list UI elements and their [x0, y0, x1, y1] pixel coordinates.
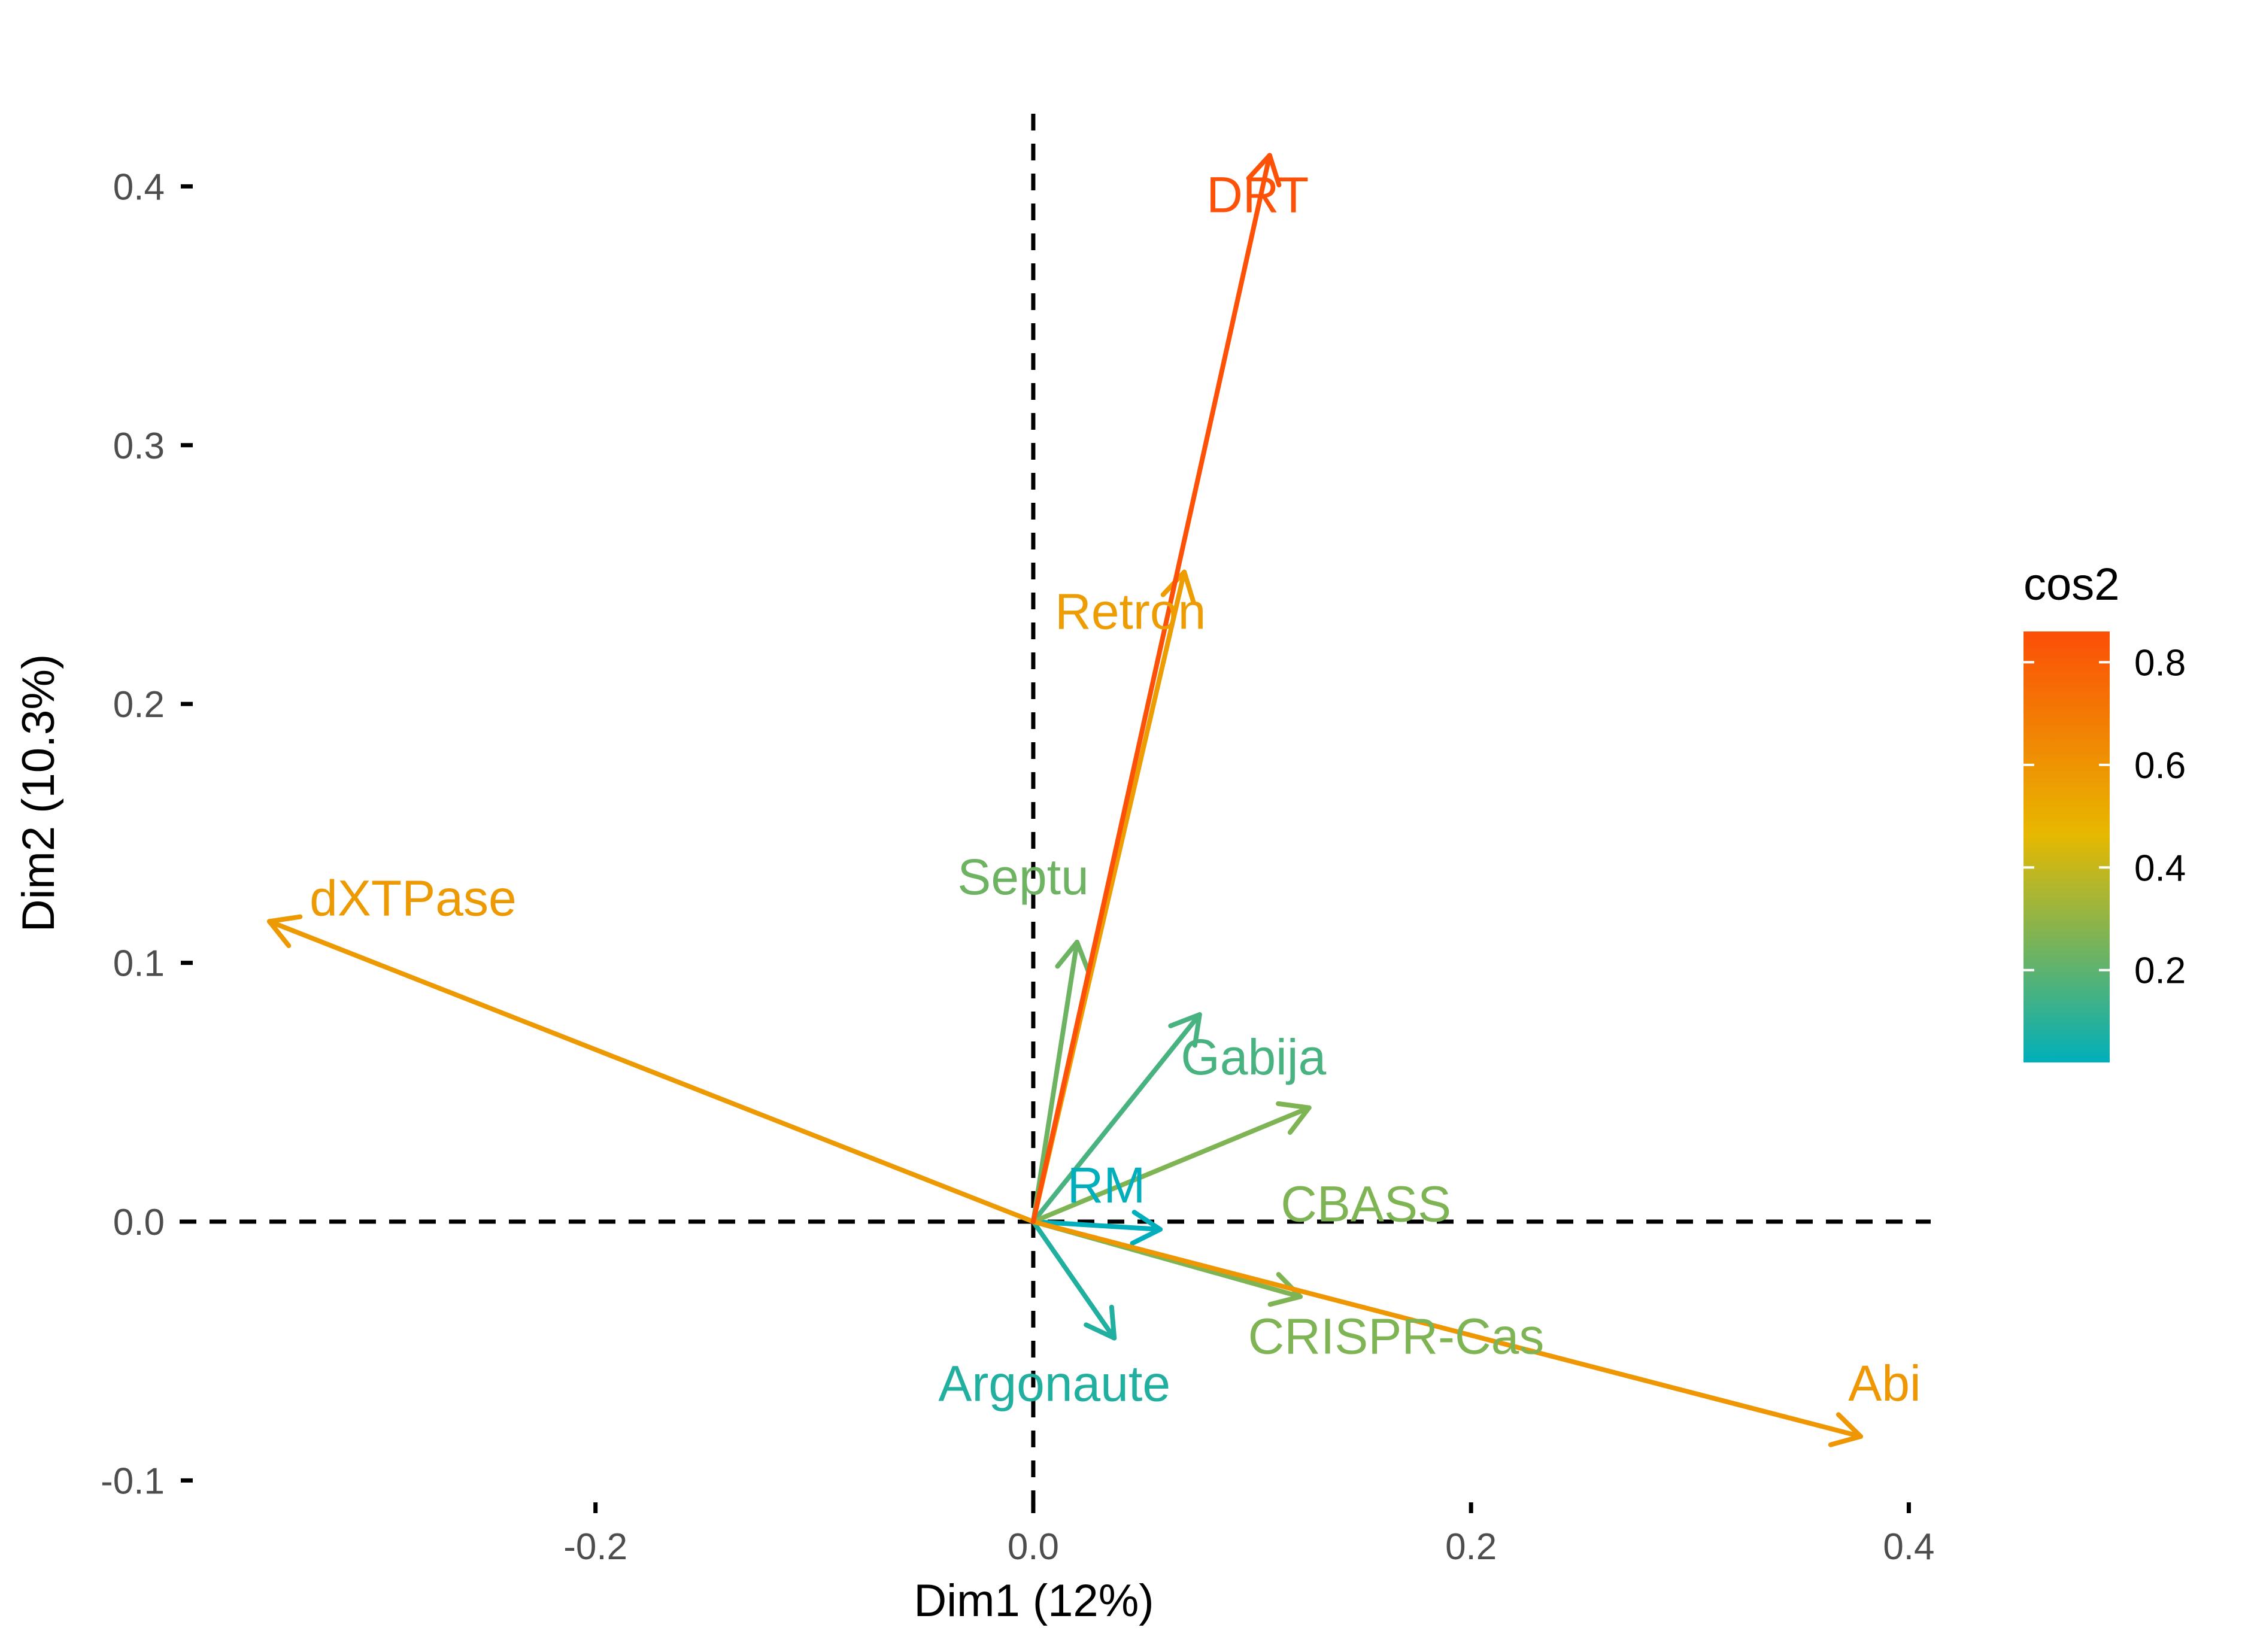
arrow-rm — [1030, 1210, 1163, 1246]
legend-tick-label: 0.8 — [2134, 642, 2186, 684]
arrow-head-dxtpase — [266, 914, 303, 949]
arrow-shaft-septu — [1030, 939, 1080, 1224]
arrow-shaft-rm — [1030, 1219, 1163, 1232]
label-crispr-cas: CRISPR-Cas — [1248, 1308, 1545, 1364]
arrow-head-argonaute — [1084, 1304, 1117, 1341]
label-rm: RM — [1067, 1157, 1146, 1213]
label-argonaute: Argonaute — [938, 1356, 1170, 1412]
variable-labels: RM Argonaute Gabija Septu CBASS CRISPR-Cas Ret… — [310, 166, 1921, 1411]
legend-tick-label: 0.6 — [2134, 745, 2186, 786]
y-tick-label: 0.2 — [113, 684, 165, 725]
reference-lines — [180, 114, 1931, 1505]
arrow-gabija — [1030, 1012, 1202, 1224]
y-tick-label: -0.1 — [101, 1460, 165, 1502]
arrow-shaft-drt — [1030, 153, 1272, 1224]
label-drt: DRT — [1206, 166, 1309, 223]
arrow-argonaute — [1030, 1219, 1117, 1341]
legend-colorbar — [2023, 631, 2110, 1062]
legend-tick-label: 0.2 — [2134, 950, 2186, 992]
x-axis-title: Dim1 (12%) — [914, 1575, 1154, 1626]
y-axis-title: Dim2 (10.3%) — [13, 654, 64, 933]
variable-arrows — [266, 153, 1863, 1447]
arrow-head-rm — [1130, 1210, 1163, 1246]
arrow-head-cbass — [1276, 1101, 1312, 1135]
color-legend: cos2 0.8 0.6 0.4 0.2 — [2023, 559, 2186, 1062]
label-cbass: CBASS — [1281, 1176, 1451, 1232]
arrow-septu — [1030, 939, 1091, 1224]
y-tick-label: 0.3 — [113, 426, 165, 467]
arrow-head-retron — [1160, 569, 1196, 605]
arrow-shaft-gabija — [1030, 1012, 1202, 1224]
arrow-head-abi — [1828, 1412, 1863, 1447]
label-retron: Retron — [1055, 584, 1206, 640]
legend-title: cos2 — [2023, 559, 2120, 610]
x-axis: -0.2 0.0 0.2 0.4 — [563, 1502, 1935, 1568]
arrow-dxtpase — [266, 914, 1036, 1224]
label-gabija: Gabija — [1181, 1029, 1326, 1085]
arrow-head-crispr-cas — [1267, 1272, 1303, 1307]
arrow-head-gabija — [1168, 1012, 1202, 1048]
arrow-abi — [1030, 1219, 1863, 1447]
arrow-shaft-argonaute — [1030, 1219, 1117, 1341]
label-dxtpase: dXTPase — [310, 870, 517, 926]
arrow-drt — [1030, 153, 1282, 1224]
label-septu: Septu — [957, 849, 1089, 905]
y-tick-label: 0.4 — [113, 166, 165, 208]
arrow-shaft-dxtpase — [266, 919, 1036, 1224]
label-abi: Abi — [1848, 1355, 1921, 1411]
x-tick-label: 0.0 — [1008, 1526, 1059, 1568]
x-tick-label: 0.4 — [1883, 1526, 1934, 1568]
arrow-head-drt — [1246, 153, 1282, 188]
legend-ticks: 0.8 0.6 0.4 0.2 — [2023, 642, 2186, 992]
y-tick-label: 0.1 — [113, 943, 165, 985]
x-tick-label: -0.2 — [563, 1526, 627, 1568]
legend-tick-label: 0.4 — [2134, 848, 2186, 889]
y-tick-label: 0.0 — [113, 1202, 165, 1243]
arrow-shaft-abi — [1030, 1219, 1863, 1439]
arrow-shaft-cbass — [1030, 1105, 1312, 1224]
arrow-head-septu — [1055, 939, 1091, 974]
x-tick-label: 0.2 — [1445, 1526, 1497, 1568]
arrow-cbass — [1030, 1101, 1312, 1224]
y-axis: -0.1 0.0 0.1 0.2 0.3 0.4 — [101, 166, 193, 1502]
